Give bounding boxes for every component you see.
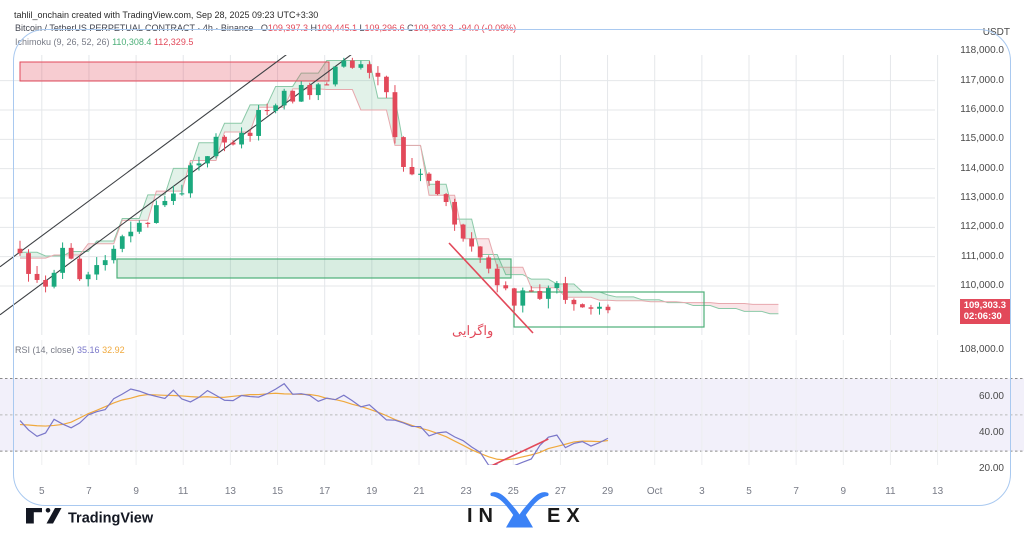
- svg-text:IN: IN: [467, 505, 499, 527]
- svg-text:EX: EX: [547, 505, 586, 527]
- svg-text:TradingView: TradingView: [68, 511, 154, 527]
